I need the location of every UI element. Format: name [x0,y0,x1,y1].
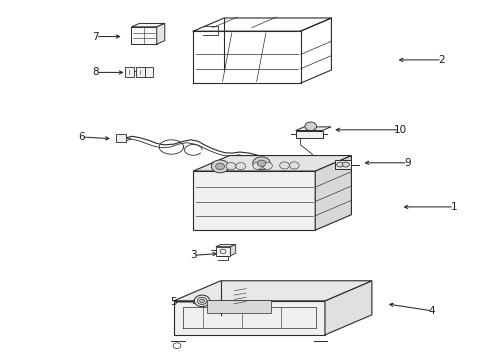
Circle shape [194,295,209,307]
Polygon shape [325,281,371,335]
Bar [334,160,350,169]
Polygon shape [315,156,351,230]
Polygon shape [230,244,235,256]
Text: 7: 7 [92,32,99,41]
Bar [116,134,126,142]
Bar [136,67,144,77]
Text: 2: 2 [438,55,445,65]
Circle shape [279,162,289,169]
Circle shape [215,163,224,170]
Circle shape [336,162,343,167]
Polygon shape [295,131,322,138]
Polygon shape [173,281,371,301]
Circle shape [262,162,272,170]
Text: 5: 5 [170,297,177,307]
Text: 10: 10 [393,125,407,135]
Circle shape [342,162,348,167]
Circle shape [289,162,299,169]
Circle shape [225,163,235,170]
Circle shape [211,160,228,173]
Text: 6: 6 [78,132,84,142]
Text: 8: 8 [92,67,99,77]
Polygon shape [193,171,315,230]
Polygon shape [157,23,164,44]
Circle shape [235,163,245,170]
Polygon shape [193,156,351,171]
Polygon shape [131,23,164,27]
Circle shape [197,297,206,305]
Circle shape [304,122,316,131]
Text: 4: 4 [428,306,435,316]
Bar [144,67,153,77]
Text: 9: 9 [404,158,410,168]
Text: 1: 1 [450,202,457,212]
Polygon shape [131,27,157,44]
Polygon shape [207,300,270,313]
Bar [125,67,134,77]
Polygon shape [215,244,235,247]
Polygon shape [173,301,325,335]
Text: 3: 3 [190,250,196,260]
Circle shape [252,162,262,170]
Circle shape [199,299,204,303]
Polygon shape [215,247,230,256]
Circle shape [257,160,265,167]
Circle shape [252,157,270,170]
Polygon shape [295,127,330,131]
